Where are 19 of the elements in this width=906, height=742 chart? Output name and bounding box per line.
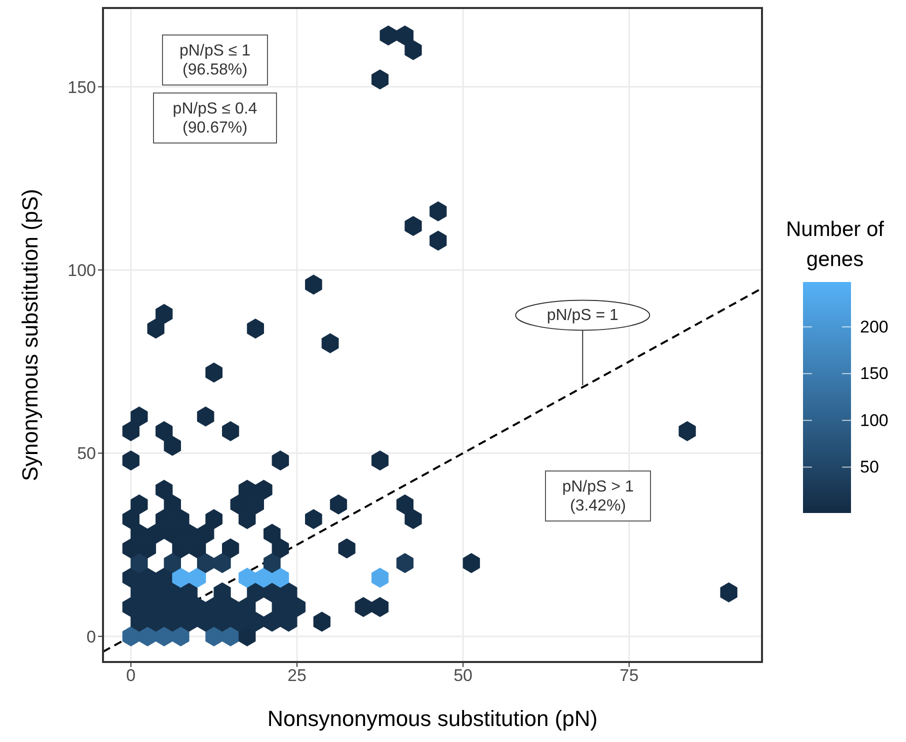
x-tick-label: 0 (126, 666, 136, 686)
y-tick-label: 150 (68, 78, 96, 97)
x-tick-label: 75 (620, 666, 639, 686)
y-axis-title: Synonymous substitution (pS) (18, 188, 42, 482)
color-bar-label: 50 (860, 458, 879, 477)
y-tick-label: 50 (77, 444, 96, 464)
color-bar-title: Number of genes (786, 218, 884, 271)
annotation: pN/pS > 1 (3.42%) (562, 478, 634, 514)
color-bar-label: 200 (860, 317, 888, 336)
annotation: pN/pS ≤ 0.4 (90.67%) (172, 100, 258, 136)
annotation: pN/pS = 1 (546, 306, 619, 324)
color-bar-label: 100 (860, 410, 888, 430)
annotation: pN/pS ≤ 1 (96.58%) (179, 42, 251, 78)
y-tick-label: 100 (68, 261, 96, 280)
y-tick-label: 0 (86, 627, 96, 646)
x-tick-label: 25 (288, 666, 306, 686)
x-tick-label: 50 (454, 666, 473, 686)
x-axis-title: Nonsynonymous substitution (pN) (267, 706, 598, 731)
color-bar-label: 150 (860, 364, 888, 384)
